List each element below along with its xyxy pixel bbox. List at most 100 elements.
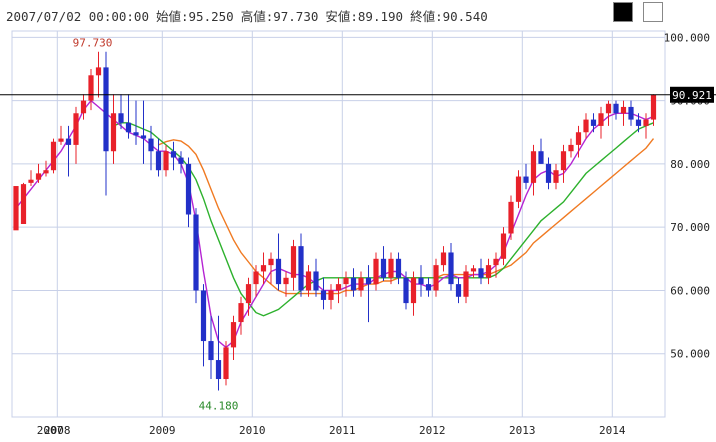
candle bbox=[515, 170, 522, 209]
candle bbox=[148, 125, 154, 171]
candle-body bbox=[500, 233, 507, 259]
candle bbox=[605, 100, 612, 126]
candle bbox=[230, 315, 237, 361]
candle bbox=[418, 265, 424, 297]
candle-body bbox=[110, 113, 117, 152]
datetime-text: 2007/07/02 00:00:00 bbox=[6, 9, 149, 24]
candle-body bbox=[560, 151, 567, 171]
candle bbox=[215, 315, 222, 391]
candle bbox=[560, 144, 567, 183]
low-value: 89.190 bbox=[357, 9, 404, 24]
candle-body bbox=[118, 113, 124, 123]
x-tick-label: 2010 bbox=[239, 424, 266, 437]
y-tick-label: 80.000 bbox=[670, 158, 710, 171]
high-annotation: 97.730 bbox=[73, 37, 113, 50]
candle-body bbox=[598, 113, 604, 126]
candle-body bbox=[508, 201, 514, 234]
candle bbox=[425, 277, 432, 297]
x-tick-label: 2008 bbox=[44, 424, 71, 437]
candle bbox=[388, 252, 394, 285]
candle bbox=[643, 113, 649, 139]
candle bbox=[508, 195, 514, 240]
candle bbox=[470, 265, 477, 278]
candle-body bbox=[350, 277, 357, 291]
candle-body bbox=[238, 303, 244, 323]
candle bbox=[193, 208, 199, 304]
candle bbox=[635, 113, 642, 133]
candle bbox=[283, 271, 289, 297]
candles bbox=[13, 51, 657, 391]
candle-body bbox=[613, 103, 619, 114]
candle-body bbox=[523, 176, 529, 183]
candle-body bbox=[163, 151, 169, 171]
candle-body bbox=[583, 119, 589, 133]
candle bbox=[178, 151, 184, 174]
candle-body bbox=[403, 277, 409, 304]
candle-body bbox=[515, 176, 522, 202]
candle bbox=[35, 163, 42, 183]
candle-body bbox=[260, 265, 267, 272]
candle-body bbox=[133, 132, 139, 136]
candle-body bbox=[200, 290, 207, 342]
candle bbox=[88, 68, 94, 111]
candle-body bbox=[140, 135, 147, 139]
candle bbox=[185, 157, 192, 228]
candle-body bbox=[178, 157, 184, 164]
candle bbox=[200, 284, 207, 367]
candle-body bbox=[335, 284, 342, 291]
candle-body bbox=[268, 258, 274, 266]
candle-body bbox=[193, 214, 199, 291]
candle-body bbox=[410, 277, 417, 304]
dark-theme-button[interactable] bbox=[613, 2, 633, 22]
candle bbox=[530, 144, 537, 196]
x-tick-label: 2009 bbox=[149, 424, 176, 437]
candle bbox=[320, 277, 327, 310]
candle-body bbox=[395, 258, 402, 278]
candle bbox=[628, 100, 634, 126]
candle bbox=[103, 51, 109, 196]
candle-body bbox=[605, 103, 612, 114]
candle-body bbox=[545, 163, 552, 183]
candle bbox=[133, 100, 139, 145]
candle-body bbox=[418, 277, 424, 285]
candle bbox=[568, 138, 574, 158]
candle-body bbox=[313, 271, 319, 291]
close-readout: 終値:90.540 bbox=[410, 9, 488, 24]
candle bbox=[613, 100, 619, 120]
candle-body bbox=[283, 277, 289, 285]
candle-body bbox=[28, 179, 34, 183]
candle-body bbox=[20, 184, 27, 224]
candle bbox=[545, 157, 552, 190]
gridlines bbox=[12, 31, 665, 417]
candle bbox=[650, 94, 657, 126]
candle-body bbox=[328, 290, 334, 300]
candle-body bbox=[590, 119, 597, 126]
ohlc-header: 2007/07/02 00:00:00 始値:95.250 高値:97.730 安値:… bbox=[6, 6, 495, 25]
candle-body bbox=[290, 246, 297, 278]
plot-area bbox=[11, 30, 666, 418]
y-tick-label: 50.000 bbox=[670, 348, 710, 361]
candle bbox=[65, 125, 72, 177]
high-label: 高値: bbox=[240, 9, 274, 24]
candle-body bbox=[215, 360, 222, 380]
candle-body bbox=[388, 258, 394, 278]
light-theme-button[interactable] bbox=[643, 2, 663, 22]
candle bbox=[313, 258, 319, 297]
candle bbox=[380, 246, 387, 281]
candle bbox=[500, 227, 507, 266]
candle bbox=[260, 252, 267, 285]
candle-body bbox=[223, 347, 229, 380]
candle-body bbox=[155, 151, 162, 171]
candle bbox=[455, 277, 462, 304]
candle bbox=[290, 239, 297, 291]
candle-body bbox=[365, 277, 372, 285]
candle-body bbox=[478, 268, 484, 278]
candle-body bbox=[568, 144, 574, 152]
candle bbox=[598, 106, 604, 139]
candle-body bbox=[50, 141, 57, 171]
candle bbox=[590, 113, 597, 133]
candle bbox=[140, 100, 147, 164]
